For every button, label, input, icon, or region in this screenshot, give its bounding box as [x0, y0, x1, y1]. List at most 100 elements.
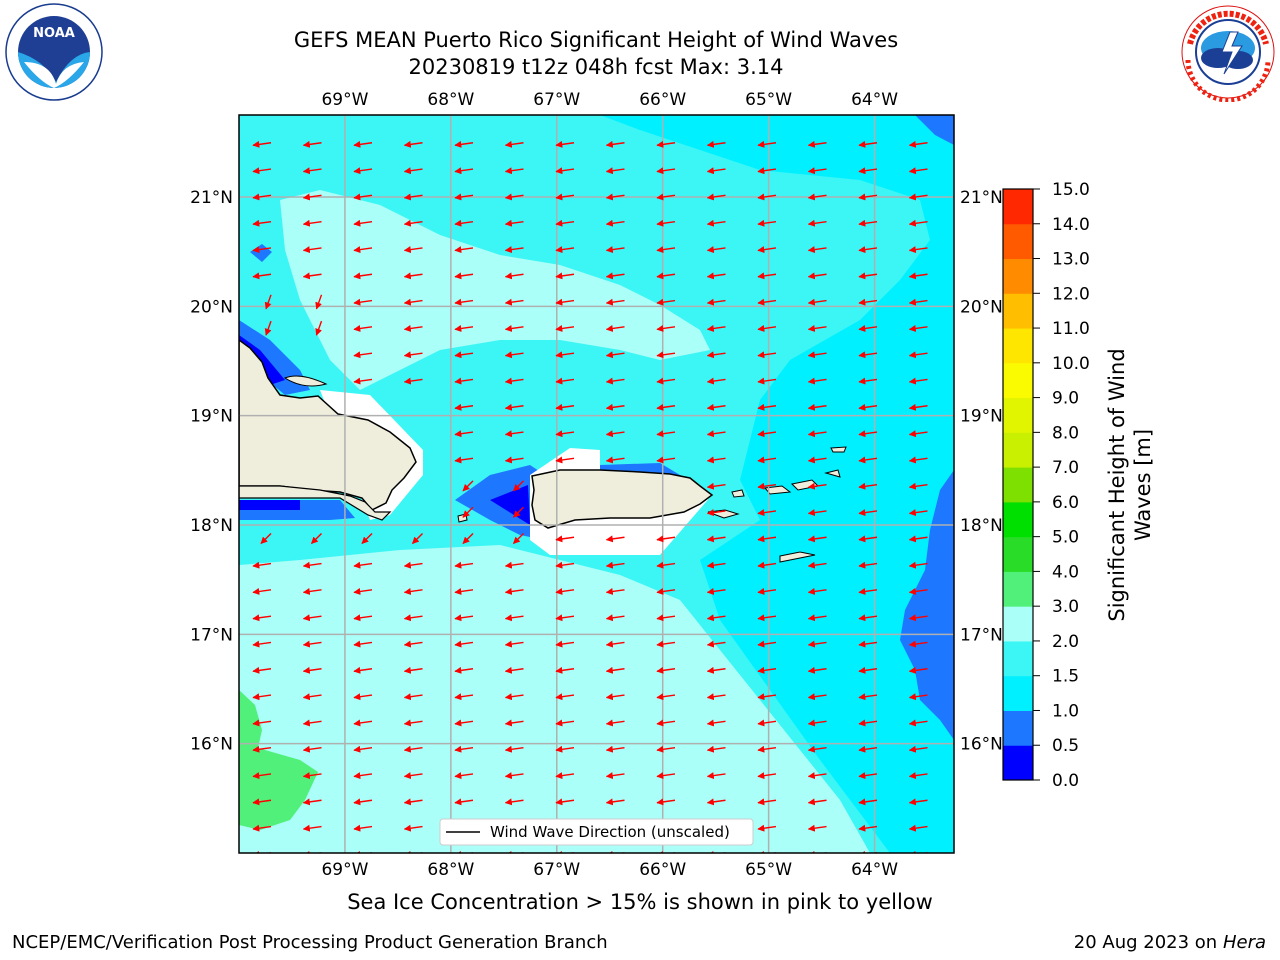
- wave-direction-arrow: [656, 693, 676, 701]
- wave-direction-arrow: [807, 456, 827, 464]
- wave-direction-arrow: [807, 640, 827, 648]
- wave-direction-arrow: [807, 772, 827, 780]
- wave-direction-arrow: [706, 351, 726, 359]
- wave-direction-arrow: [252, 772, 272, 780]
- wave-direction-arrow: [504, 272, 524, 280]
- wave-direction-arrow: [858, 298, 878, 306]
- wave-direction-arrow: [908, 614, 928, 622]
- wave-direction-arrow: [605, 456, 625, 464]
- wave-direction-arrow: [757, 167, 777, 175]
- wave-direction-arrow: [656, 140, 676, 148]
- wave-direction-arrow: [656, 325, 676, 332]
- wave-direction-arrow: [462, 506, 474, 518]
- wave-direction-arrow: [605, 351, 625, 359]
- wave-direction-arrow: [504, 430, 524, 438]
- wave-direction-arrow: [403, 588, 423, 595]
- footer-date: 20 Aug 2023 on Hera: [1074, 932, 1266, 953]
- land-samana: [283, 375, 328, 387]
- wave-direction-arrow: [454, 693, 474, 701]
- wave-direction-arrow: [302, 666, 322, 674]
- colorbar-swatch: [1003, 362, 1033, 399]
- wave-direction-arrow: [908, 377, 928, 385]
- colorbar-tick-label: 15.0: [1052, 180, 1090, 200]
- wave-direction-arrow: [908, 640, 928, 648]
- colorbar-tick-label: 4.0: [1052, 562, 1079, 582]
- lat-tick-label: 20°N: [190, 297, 233, 317]
- wave-direction-arrow: [807, 509, 827, 517]
- colorbar-tick-label: 3.0: [1052, 597, 1079, 617]
- wave-direction-arrow: [555, 377, 575, 385]
- wave-direction-arrow: [757, 745, 777, 753]
- wave-direction-arrow: [706, 666, 726, 674]
- land-virgin-gorda: [824, 469, 841, 478]
- wave-direction-arrow: [403, 377, 423, 385]
- wave-direction-arrow: [353, 745, 373, 753]
- wave-direction-arrow: [656, 614, 676, 622]
- wave-direction-arrow: [908, 430, 928, 438]
- wave-direction-arrow: [353, 588, 373, 595]
- land-st-croix: [779, 551, 816, 563]
- wave-direction-arrow: [807, 666, 827, 674]
- wave-direction-arrow: [302, 561, 322, 569]
- wave-direction-arrow: [454, 640, 474, 648]
- noaa-logo-text: NOAA: [33, 26, 75, 41]
- wave-direction-arrow: [555, 403, 575, 411]
- wave-direction-arrow: [908, 693, 928, 701]
- wave-direction-arrow: [403, 640, 423, 648]
- wave-direction-arrow: [605, 561, 625, 569]
- wave-direction-arrow: [605, 666, 625, 674]
- wave-direction-arrow: [605, 614, 625, 622]
- wave-direction-arrow: [908, 219, 928, 227]
- wave-direction-arrow: [555, 798, 575, 806]
- wave-direction-arrow: [504, 798, 524, 806]
- wave-direction-arrow: [706, 246, 726, 254]
- wave-direction-arrow: [605, 377, 625, 385]
- wave-direction-arrow: [454, 351, 474, 359]
- map-gridlines: [239, 115, 954, 853]
- wave-direction-arrow: [353, 193, 373, 201]
- wave-direction-arrow: [706, 798, 726, 806]
- wave-direction-arrow: [605, 588, 625, 595]
- lat-tick-label: 19°N: [960, 407, 1003, 427]
- wave-direction-arrow: [908, 325, 928, 332]
- wave-direction-arrow: [555, 640, 575, 648]
- wave-direction-arrow: [807, 824, 827, 832]
- wave-direction-arrow: [757, 588, 777, 595]
- wave-direction-arrow: [757, 640, 777, 648]
- wave-direction-arrow: [403, 719, 423, 727]
- wave-direction-arrow: [504, 403, 524, 411]
- wave-direction-arrow: [504, 719, 524, 727]
- map-subtitle: 20230819 t12z 048h fcst Max: 3.14: [408, 55, 784, 79]
- wave-direction-arrow: [504, 561, 524, 569]
- lat-tick-label: 18°N: [190, 516, 233, 536]
- wave-direction-arrow: [403, 693, 423, 701]
- colorbar-tick-label: 12.0: [1052, 284, 1090, 304]
- wave-direction-arrow: [555, 693, 575, 701]
- wave-direction-arrow: [504, 246, 524, 254]
- wave-direction-arrow: [757, 272, 777, 280]
- wave-direction-arrow: [403, 325, 423, 332]
- wave-direction-arrow: [908, 272, 928, 280]
- map-legend: Wind Wave Direction (unscaled): [439, 818, 754, 846]
- wave-direction-arrow: [858, 798, 878, 806]
- wave-direction-arrow: [706, 272, 726, 280]
- wave-direction-arrow: [807, 167, 827, 175]
- wave-direction-arrow: [353, 325, 373, 332]
- wave-direction-arrow: [353, 377, 373, 385]
- wave-direction-arrow: [403, 614, 423, 622]
- wave-direction-arrow: [908, 666, 928, 674]
- wave-direction-arrow: [302, 719, 322, 727]
- wave-direction-arrow: [807, 535, 827, 543]
- wave-direction-arrow: [908, 167, 928, 175]
- wave-direction-arrow: [315, 320, 323, 336]
- wave-direction-arrow: [706, 693, 726, 701]
- wave-direction-arrow: [656, 798, 676, 806]
- wave-direction-arrow: [908, 719, 928, 727]
- wave-direction-arrow: [656, 719, 676, 727]
- wave-direction-arrow: [302, 219, 322, 227]
- wave-direction-arrow: [555, 430, 575, 438]
- lon-tick-label: 68°W: [427, 860, 474, 880]
- wave-direction-arrow: [605, 403, 625, 411]
- wave-direction-arrow: [353, 824, 373, 832]
- wave-direction-arrow: [858, 377, 878, 385]
